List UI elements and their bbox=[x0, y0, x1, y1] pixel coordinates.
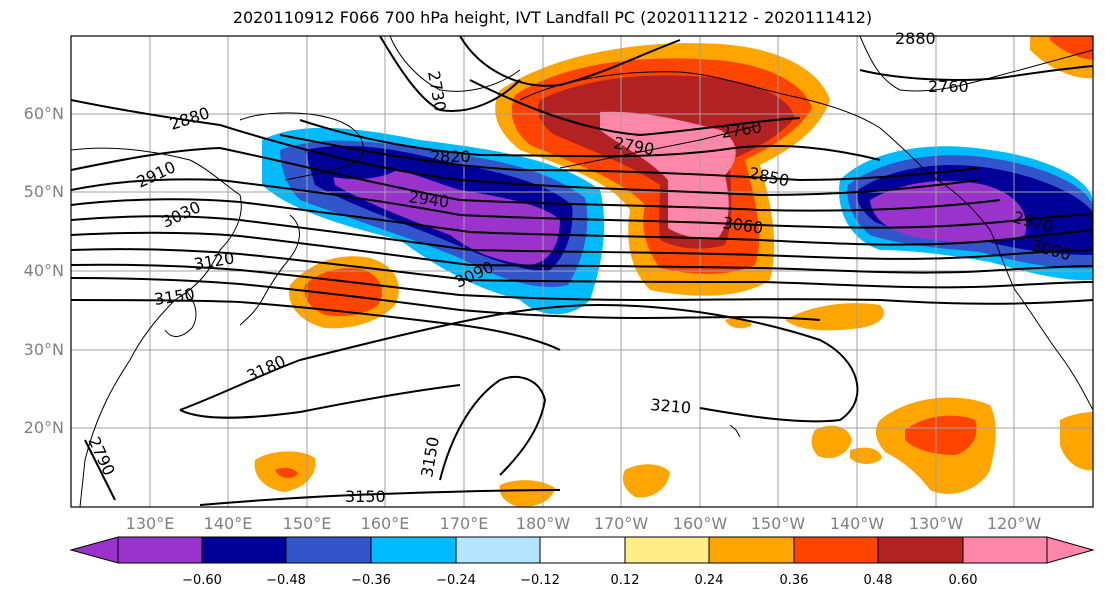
lon-label: 120°W bbox=[986, 514, 1042, 533]
colorbar-tick-label: −0.48 bbox=[266, 573, 306, 588]
contour-3150-sw bbox=[84, 439, 116, 501]
contour-3060 bbox=[71, 248, 1093, 289]
colorbar-tick-label: −0.24 bbox=[436, 573, 476, 588]
pos-patch-3b bbox=[275, 467, 298, 479]
lon-label: 140°E bbox=[203, 514, 253, 533]
colorbar-swatch bbox=[201, 536, 287, 564]
contour-2820 bbox=[299, 119, 881, 161]
colorbar-tick-label: 0.12 bbox=[610, 573, 640, 588]
lat-label: 20°N bbox=[23, 418, 64, 437]
colorbar-swatch bbox=[793, 536, 879, 564]
contour-3210 bbox=[179, 384, 461, 419]
lon-label: 170°E bbox=[439, 514, 489, 533]
contour-label: 2760 bbox=[928, 77, 969, 96]
colorbar-tick-label: −0.12 bbox=[520, 573, 560, 588]
coastlines bbox=[71, 36, 1093, 507]
colorbar-tick-label: 0.36 bbox=[779, 573, 809, 588]
contour-2730 bbox=[379, 36, 521, 112]
lon-label: 180°W bbox=[515, 514, 571, 533]
colorbar-tick-label: −0.36 bbox=[351, 573, 391, 588]
lon-label: 160°W bbox=[672, 514, 728, 533]
colorbar-swatch bbox=[539, 536, 626, 564]
contour-2850 bbox=[279, 134, 981, 182]
colorbar-swatch bbox=[877, 536, 964, 564]
colorbar-swatch bbox=[455, 536, 541, 564]
colorbar-swatch bbox=[624, 536, 710, 564]
contour-3150 bbox=[71, 299, 561, 351]
colorbar-swatch bbox=[708, 536, 795, 564]
contour-3180 bbox=[179, 303, 859, 423]
hawaii bbox=[729, 424, 741, 438]
japan-islands bbox=[239, 214, 300, 326]
contour-3150-bottom bbox=[199, 489, 561, 506]
contour-3000 bbox=[71, 215, 1093, 260]
height-contours bbox=[71, 36, 1093, 506]
lat-label: 30°N bbox=[23, 340, 64, 359]
pos-patch-7b bbox=[905, 415, 977, 455]
colorbar-tick-label: 0.60 bbox=[948, 573, 978, 588]
lon-label: 130°E bbox=[125, 514, 175, 533]
pos-japan-inner bbox=[304, 268, 382, 317]
lon-label: 150°E bbox=[282, 514, 332, 533]
contour-3090 bbox=[71, 263, 1093, 305]
lat-label: 40°N bbox=[23, 261, 64, 280]
colorbar bbox=[69, 536, 1095, 564]
asia-coast bbox=[71, 147, 242, 507]
contour-2880 bbox=[71, 99, 981, 197]
contour-2910 bbox=[71, 146, 1001, 212]
canada-coast bbox=[859, 36, 1093, 92]
lat-label: 50°N bbox=[23, 182, 64, 201]
colorbar-high-arrow bbox=[1046, 536, 1095, 564]
na-west-coast bbox=[929, 174, 1093, 411]
lon-label: 140°W bbox=[829, 514, 885, 533]
lon-label: 130°W bbox=[908, 514, 964, 533]
aleutians bbox=[559, 124, 761, 169]
contour-2790 bbox=[469, 79, 801, 137]
pos-patch-10 bbox=[850, 447, 882, 464]
alaska-coast bbox=[519, 71, 931, 176]
pos-patch-9b bbox=[1050, 36, 1093, 60]
contour-label: 2820 bbox=[430, 147, 471, 166]
contour-label: 3150 bbox=[345, 487, 386, 506]
colorbar-tick-label: 0.48 bbox=[863, 573, 893, 588]
colorbar-tick-label: −0.60 bbox=[182, 573, 222, 588]
lon-label: 160°E bbox=[360, 514, 410, 533]
contour-2760b bbox=[859, 65, 1093, 81]
colorbar-swatch bbox=[370, 536, 457, 564]
map-frame bbox=[70, 35, 1094, 508]
map-title: 2020110912 F066 700 hPa height, IVT Land… bbox=[232, 8, 873, 27]
pos-patch-4 bbox=[499, 480, 555, 507]
contour-3030 bbox=[71, 231, 1093, 274]
lon-label: 150°W bbox=[750, 514, 806, 533]
lat-label: 60°N bbox=[23, 104, 64, 123]
contour-3150-south bbox=[439, 375, 547, 481]
pos-patch-8 bbox=[1060, 412, 1093, 471]
arctic-coast bbox=[389, 36, 521, 92]
lon-label: 170°W bbox=[593, 514, 649, 533]
contour-2760a bbox=[459, 36, 681, 87]
contour-label: 2880 bbox=[895, 29, 936, 48]
contour-2970 bbox=[71, 198, 1093, 246]
contour-label: 3210 bbox=[650, 395, 692, 417]
contour-3120 bbox=[71, 277, 821, 321]
contour-2940 bbox=[71, 178, 1093, 229]
colorbar-low-arrow bbox=[69, 536, 119, 564]
colorbar-swatch bbox=[285, 536, 372, 564]
pos-patch-6 bbox=[811, 425, 852, 459]
colorbar-tick-label: 0.24 bbox=[694, 573, 724, 588]
pos-patch-1 bbox=[785, 303, 884, 331]
colorbar-swatch bbox=[117, 536, 203, 564]
pos-patch-5 bbox=[622, 464, 670, 498]
colorbar-swatch bbox=[962, 536, 1048, 564]
